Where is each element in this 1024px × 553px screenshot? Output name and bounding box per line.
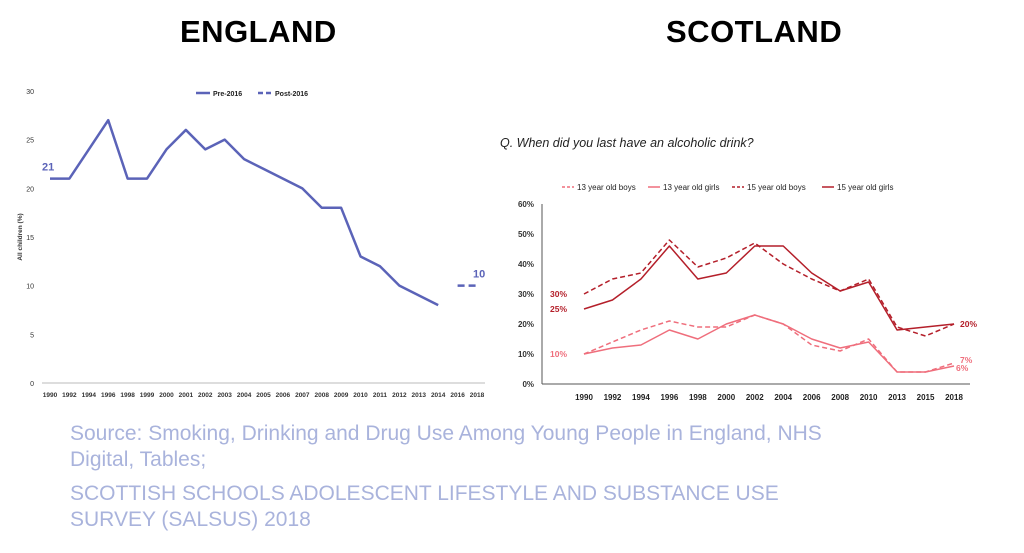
x-tick-label: 2014 [431,392,446,399]
boys-13-series-line [583,314,955,373]
girls-15-series-line [583,245,955,331]
y-tick-label: 20 [26,186,34,193]
x-tick-label: 2007 [295,392,310,399]
x-tick-label: 2004 [237,392,252,399]
y-tick-label: 10 [26,284,34,291]
x-tick-label: 2010 [860,393,878,402]
x-tick-label: 2006 [803,393,821,402]
x-tick-label: 1998 [689,393,707,402]
x-tick-label: 2013 [888,393,906,402]
survey-question: Q. When did you last have an alcoholic d… [500,136,754,150]
legend-label: Pre-2016 [213,91,242,98]
x-tick-label: 2008 [314,392,329,399]
x-tick-label: 1992 [604,393,622,402]
y-tick-label: 5 [30,332,34,339]
y-tick-label: 25 [26,138,34,145]
x-tick-label: 1994 [82,392,97,399]
legend-label: 15 year old boys [747,183,806,192]
y-tick-label: 40% [518,260,534,269]
x-tick-label: 1994 [632,393,650,402]
legend-label: Post-2016 [275,91,308,98]
x-tick-label: 2002 [746,393,764,402]
source-line-1: Source: Smoking, Drinking and Drug Use A… [70,422,822,445]
data-label: 25% [550,304,567,314]
x-tick-label: 1999 [140,392,155,399]
x-tick-label: 1998 [120,392,135,399]
data-label: 7% [960,355,973,365]
x-tick-label: 2018 [470,392,485,399]
boys-15-series-line [583,239,955,337]
x-tick-label: 2013 [412,392,427,399]
x-tick-label: 2018 [945,393,963,402]
y-tick-label: 0% [522,380,534,389]
y-tick-label: 15 [26,235,34,242]
x-tick-label: 1996 [660,393,678,402]
source-line-2: Digital, Tables; [70,448,207,471]
scotland-title: SCOTLAND [666,14,843,49]
girls-13-series-line [583,314,955,373]
x-tick-label: 2000 [159,392,174,399]
legend-label: 13 year old girls [663,183,719,192]
data-label: 30% [550,289,567,299]
x-tick-label: 2003 [217,392,232,399]
x-tick-label: 2005 [256,392,271,399]
x-tick-label: 2010 [353,392,368,399]
y-tick-label: 50% [518,230,534,239]
source-line-4: SURVEY (SALSUS) 2018 [70,508,311,531]
x-tick-label: 2000 [717,393,735,402]
x-tick-label: 2015 [917,393,935,402]
x-tick-label: 2011 [373,392,387,399]
england-chart: 0 5 10 15 20 25 30 1990 1992 1994 1996 1998 1999 2000… [17,89,485,399]
y-tick-label: 60% [518,200,534,209]
x-tick-label: 1990 [43,392,58,399]
legend-label: 13 year old boys [577,183,636,192]
x-tick-label: 2006 [276,392,291,399]
data-label: 6% [956,363,969,373]
pre-2016-series-line [50,118,439,307]
y-tick-label: 10% [518,350,534,359]
data-label: 21 [42,162,54,174]
data-label: 20% [960,319,977,329]
x-tick-label: 2004 [774,393,792,402]
x-tick-label: 1990 [575,393,593,402]
x-tick-label: 1992 [62,392,77,399]
y-tick-label: 0 [30,381,34,388]
data-label: 10 [473,269,485,281]
y-tick-label: 30 [26,89,34,96]
data-label: 10% [550,349,567,359]
x-tick-label: 2002 [198,392,213,399]
x-tick-label: 2001 [179,392,194,399]
y-tick-label: 30% [518,290,534,299]
x-tick-label: 2008 [831,393,849,402]
scotland-chart: 0% 10% 20% 30% 40% 50% 60% 1990 1992 1994 1996 1998… [518,183,977,402]
x-tick-label: 1996 [101,392,116,399]
y-tick-label: 20% [518,320,534,329]
x-tick-label: 2009 [334,392,349,399]
source-line-3: SCOTTISH SCHOOLS ADOLESCENT LIFESTYLE AN… [70,482,779,505]
x-tick-label: 2012 [392,392,407,399]
england-title: ENGLAND [180,14,337,49]
y-axis-label: All children (%) [17,213,24,260]
x-tick-label: 2016 [450,392,465,399]
legend-label: 15 year old girls [837,183,893,192]
